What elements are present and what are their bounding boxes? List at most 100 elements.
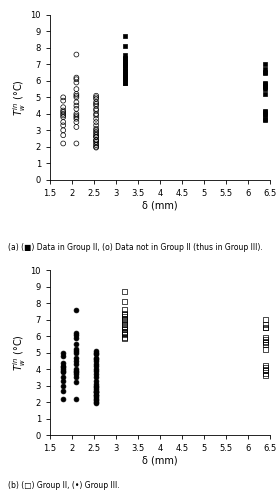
Point: [94, 347, 98, 355]
Point: [123, 80, 127, 88]
Point: [94, 367, 98, 375]
Point: [123, 316, 127, 324]
Point: [123, 74, 127, 82]
Point: [61, 348, 65, 356]
Point: [123, 74, 127, 82]
Point: [123, 75, 127, 83]
Point: [74, 74, 79, 82]
Point: [263, 339, 267, 347]
Point: [94, 355, 98, 363]
Point: [94, 348, 98, 356]
Point: [94, 115, 98, 123]
Point: [123, 298, 127, 306]
Point: [94, 122, 98, 130]
Point: [74, 105, 79, 113]
Point: [94, 382, 98, 390]
Point: [263, 82, 267, 90]
Point: [123, 78, 127, 86]
Point: [74, 140, 79, 147]
Point: [263, 364, 267, 372]
Point: [123, 330, 127, 338]
Point: [263, 90, 267, 98]
Point: [94, 392, 98, 400]
Point: [123, 314, 127, 322]
Point: [123, 57, 127, 65]
Y-axis label: $T_w^{in}$ (°C): $T_w^{in}$ (°C): [11, 79, 28, 116]
Point: [263, 362, 267, 370]
Point: [61, 395, 65, 403]
Point: [94, 136, 98, 144]
Point: [94, 102, 98, 110]
Point: [94, 392, 98, 400]
Point: [61, 118, 65, 126]
Point: [94, 388, 98, 396]
Point: [94, 124, 98, 132]
Point: [74, 102, 79, 110]
Point: [263, 112, 267, 120]
Point: [61, 106, 65, 114]
Point: [94, 118, 98, 126]
Point: [123, 32, 127, 40]
Point: [74, 367, 79, 375]
Point: [94, 112, 98, 120]
Point: [61, 376, 65, 384]
Point: [263, 80, 267, 88]
Point: [123, 334, 127, 342]
Point: [123, 56, 127, 64]
Point: [94, 386, 98, 394]
Point: [74, 354, 79, 362]
Point: [74, 365, 79, 373]
Point: [61, 122, 65, 130]
Point: [74, 340, 79, 348]
Point: [94, 100, 98, 108]
Point: [263, 78, 267, 86]
Point: [263, 365, 267, 373]
Point: [263, 337, 267, 345]
Point: [263, 116, 267, 124]
Point: [94, 380, 98, 388]
Point: [263, 370, 267, 378]
Point: [263, 68, 267, 76]
Point: [94, 354, 98, 362]
Point: [94, 396, 98, 404]
Point: [123, 311, 127, 319]
Point: [263, 115, 267, 123]
Point: [61, 374, 65, 382]
Point: [61, 352, 65, 360]
Point: [263, 66, 267, 74]
Point: [74, 118, 79, 126]
Point: [61, 140, 65, 147]
Point: [61, 365, 65, 373]
Point: [61, 126, 65, 134]
Point: [61, 358, 65, 366]
Point: [74, 306, 79, 314]
Point: [74, 110, 79, 118]
Point: [74, 360, 79, 368]
Point: [61, 362, 65, 370]
Point: [263, 108, 267, 116]
Point: [74, 347, 79, 355]
Point: [61, 96, 65, 104]
Point: [61, 113, 65, 121]
Point: [94, 393, 98, 401]
Point: [94, 143, 98, 151]
Point: [94, 360, 98, 368]
Point: [123, 334, 127, 342]
Point: [263, 372, 267, 380]
Point: [123, 70, 127, 78]
Point: [94, 110, 98, 118]
Point: [94, 398, 98, 406]
Point: [61, 110, 65, 118]
Point: [74, 85, 79, 93]
Point: [74, 368, 79, 376]
Point: [61, 367, 65, 375]
Point: [61, 382, 65, 390]
Point: [94, 399, 98, 407]
Point: [61, 386, 65, 394]
Point: [61, 103, 65, 111]
Point: [123, 329, 127, 337]
Point: [94, 95, 98, 103]
Point: [94, 365, 98, 373]
Point: [74, 94, 79, 102]
Point: [74, 346, 79, 354]
